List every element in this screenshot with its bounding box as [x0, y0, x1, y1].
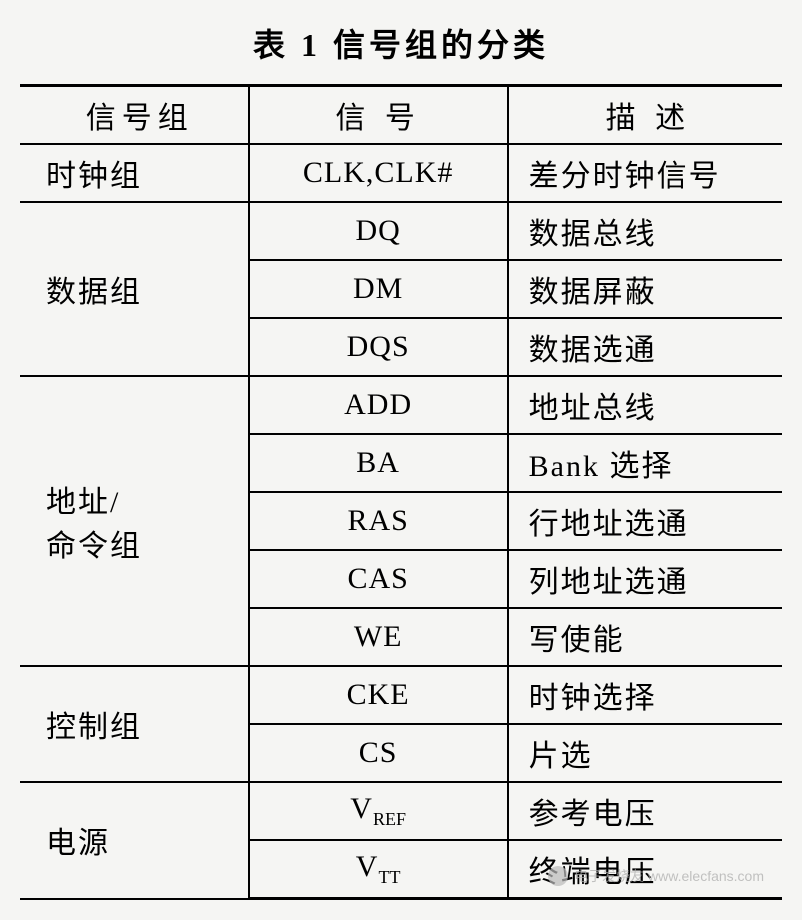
- signal-cell: VREF: [249, 782, 508, 840]
- description-cell: 地址总线: [508, 376, 782, 434]
- signal-cell: CLK,CLK#: [249, 144, 508, 202]
- signal-cell: BA: [249, 434, 508, 492]
- group-name-cell: 时钟组: [20, 144, 249, 202]
- description-cell: 数据选通: [508, 318, 782, 376]
- group-name-cell: 数据组: [20, 202, 249, 376]
- watermark: 电子发烧友 www.elecfans.com: [548, 866, 764, 886]
- description-cell: 时钟选择: [508, 666, 782, 724]
- column-header: 描 述: [508, 86, 782, 145]
- group-name-cell: 地址/命令组: [20, 376, 249, 666]
- signal-cell: DM: [249, 260, 508, 318]
- description-cell: 差分时钟信号: [508, 144, 782, 202]
- description-cell: 参考电压: [508, 782, 782, 840]
- signal-cell: CS: [249, 724, 508, 782]
- signal-cell: VTT: [249, 840, 508, 899]
- description-cell: Bank 选择: [508, 434, 782, 492]
- signal-cell: RAS: [249, 492, 508, 550]
- column-header: 信 号: [249, 86, 508, 145]
- description-cell: 片选: [508, 724, 782, 782]
- signal-cell: WE: [249, 608, 508, 666]
- signal-cell: CAS: [249, 550, 508, 608]
- signal-cell: ADD: [249, 376, 508, 434]
- group-name-cell: 控制组: [20, 666, 249, 782]
- signal-cell: CKE: [249, 666, 508, 724]
- description-cell: 数据总线: [508, 202, 782, 260]
- group-name-cell: 电源: [20, 782, 249, 899]
- watermark-icon: [548, 866, 568, 886]
- description-cell: 行地址选通: [508, 492, 782, 550]
- column-header: 信号组: [20, 86, 249, 145]
- description-cell: 列地址选通: [508, 550, 782, 608]
- signal-cell: DQS: [249, 318, 508, 376]
- description-cell: 数据屏蔽: [508, 260, 782, 318]
- watermark-text: 电子发烧友 www.elecfans.com: [574, 866, 764, 886]
- table-title: 表 1 信号组的分类: [20, 20, 782, 66]
- description-cell: 写使能: [508, 608, 782, 666]
- signal-group-table: 信号组信 号描 述时钟组CLK,CLK#差分时钟信号数据组DQ数据总线DM数据屏…: [20, 84, 782, 900]
- signal-cell: DQ: [249, 202, 508, 260]
